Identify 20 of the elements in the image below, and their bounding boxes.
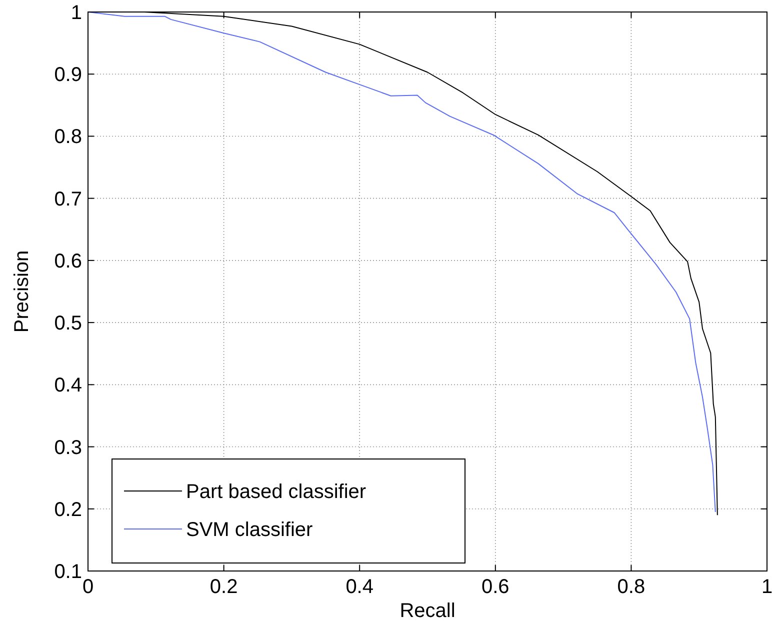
y-tick-label: 1	[70, 2, 82, 24]
y-axis-title: Precision	[11, 250, 33, 333]
y-tick-label: 0.4	[54, 374, 82, 397]
y-tick-label: 0.9	[54, 64, 82, 86]
y-tick-label: 0.3	[54, 436, 82, 459]
x-axis-title: Recall	[400, 600, 456, 622]
legend-label: SVM classifier	[186, 519, 314, 541]
x-tick-label: 0.2	[210, 576, 238, 598]
y-tick-label: 0.8	[54, 126, 82, 148]
x-tick-label: 0	[82, 576, 94, 598]
x-tick-label: 0.6	[481, 576, 510, 598]
x-tick-label: 1	[761, 576, 773, 598]
x-tick-label: 0.8	[617, 576, 646, 598]
y-tick-label: 0.2	[54, 498, 82, 521]
y-tick-label: 0.1	[54, 561, 82, 583]
y-tick-label: 0.5	[54, 312, 82, 335]
y-tick-label: 0.6	[54, 250, 82, 272]
x-tick-label: 0.4	[346, 576, 374, 598]
legend-label: Part based classifier	[186, 481, 366, 503]
y-tick-label: 0.7	[54, 188, 82, 210]
